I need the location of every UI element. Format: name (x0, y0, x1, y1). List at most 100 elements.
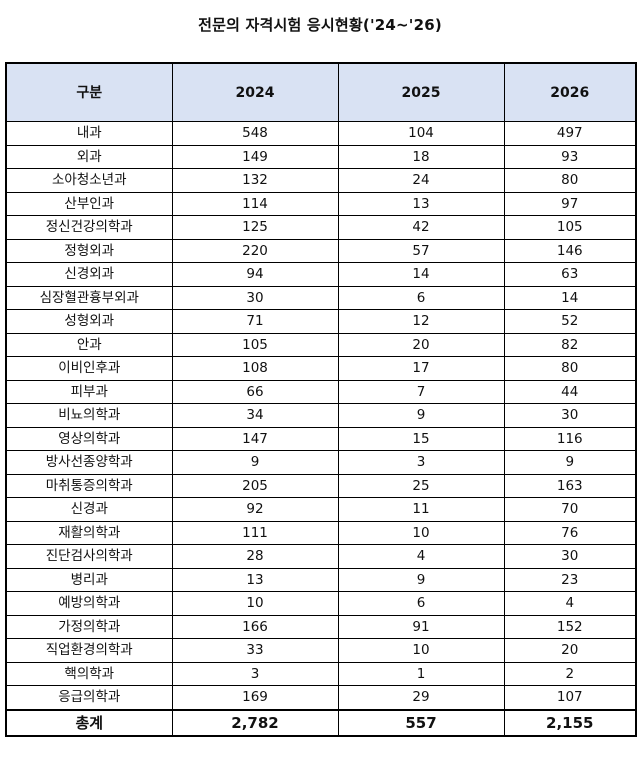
specialty-cell: 응급의학과 (5, 685, 173, 710)
table-row: 직업환경의학과 33 10 20 (5, 638, 637, 663)
specialty-cell: 정신건강의학과 (5, 215, 173, 240)
specialty-cell: 산부인과 (5, 191, 173, 216)
value-2024-cell: 205 (171, 473, 339, 498)
value-2024-cell: 92 (171, 497, 339, 522)
header-category: 구분 (5, 62, 173, 122)
table-row: 신경과 92 11 70 (5, 497, 637, 522)
table-row: 마취통증의학과 205 25 163 (5, 473, 637, 498)
value-2026-cell: 30 (503, 544, 637, 569)
value-2024-cell: 94 (171, 262, 339, 287)
table-row: 안과 105 20 82 (5, 332, 637, 357)
table-row: 심장혈관흉부외과 30 6 14 (5, 285, 637, 310)
table-row: 비뇨의학과 34 9 30 (5, 403, 637, 428)
value-2026-cell: 80 (503, 356, 637, 381)
value-2025-cell: 3 (337, 450, 505, 475)
value-2025-cell: 24 (337, 168, 505, 193)
table-row: 가정의학과 166 91 152 (5, 614, 637, 639)
value-2024-cell: 149 (171, 144, 339, 169)
value-2025-cell: 14 (337, 262, 505, 287)
value-2025-cell: 42 (337, 215, 505, 240)
value-2025-cell: 11 (337, 497, 505, 522)
specialty-cell: 내과 (5, 121, 173, 146)
value-2026-cell: 52 (503, 309, 637, 334)
header-year-2025: 2025 (337, 62, 505, 122)
value-2025-cell: 12 (337, 309, 505, 334)
specialty-cell: 심장혈관흉부외과 (5, 285, 173, 310)
total-2025: 557 (337, 708, 505, 736)
value-2024-cell: 105 (171, 332, 339, 357)
value-2024-cell: 9 (171, 450, 339, 475)
value-2026-cell: 116 (503, 426, 637, 451)
specialty-cell: 비뇨의학과 (5, 403, 173, 428)
value-2026-cell: 97 (503, 191, 637, 216)
value-2025-cell: 17 (337, 356, 505, 381)
specialty-cell: 이비인후과 (5, 356, 173, 381)
value-2026-cell: 2 (503, 661, 637, 686)
value-2024-cell: 132 (171, 168, 339, 193)
value-2025-cell: 91 (337, 614, 505, 639)
value-2024-cell: 147 (171, 426, 339, 451)
specialty-cell: 피부과 (5, 379, 173, 404)
value-2024-cell: 125 (171, 215, 339, 240)
value-2026-cell: 497 (503, 121, 637, 146)
value-2025-cell: 18 (337, 144, 505, 169)
value-2025-cell: 13 (337, 191, 505, 216)
header-year-2026: 2026 (503, 62, 637, 122)
table-row: 진단검사의학과 28 4 30 (5, 544, 637, 569)
value-2025-cell: 10 (337, 638, 505, 663)
table-row: 방사선종양학과 9 3 9 (5, 450, 637, 475)
value-2026-cell: 9 (503, 450, 637, 475)
value-2026-cell: 93 (503, 144, 637, 169)
table-header-row: 구분 2024 2025 2026 (5, 62, 637, 122)
value-2024-cell: 3 (171, 661, 339, 686)
specialty-cell: 마취통증의학과 (5, 473, 173, 498)
table-row: 산부인과 114 13 97 (5, 191, 637, 216)
table-row: 예방의학과 10 6 4 (5, 591, 637, 616)
table-row: 신경외과 94 14 63 (5, 262, 637, 287)
table-row: 영상의학과 147 15 116 (5, 426, 637, 451)
table-row: 응급의학과 169 29 107 (5, 685, 637, 710)
exam-applicants-table: 구분 2024 2025 2026 내과 548 104 497 외과 149 18 93 소아… (5, 62, 637, 737)
specialty-cell: 신경외과 (5, 262, 173, 287)
value-2026-cell: 163 (503, 473, 637, 498)
value-2025-cell: 29 (337, 685, 505, 710)
value-2025-cell: 10 (337, 520, 505, 545)
total-2026: 2,155 (503, 708, 637, 736)
header-year-2024: 2024 (171, 62, 339, 122)
value-2025-cell: 9 (337, 403, 505, 428)
value-2026-cell: 146 (503, 238, 637, 263)
specialty-cell: 외과 (5, 144, 173, 169)
table-row: 병리과 13 9 23 (5, 567, 637, 592)
value-2025-cell: 6 (337, 591, 505, 616)
value-2024-cell: 169 (171, 685, 339, 710)
value-2026-cell: 44 (503, 379, 637, 404)
value-2024-cell: 108 (171, 356, 339, 381)
specialty-cell: 재활의학과 (5, 520, 173, 545)
specialty-cell: 예방의학과 (5, 591, 173, 616)
table-row: 성형외과 71 12 52 (5, 309, 637, 334)
value-2025-cell: 15 (337, 426, 505, 451)
page-title: 전문의 자격시험 응시현황('24~'26) (198, 16, 442, 34)
value-2026-cell: 80 (503, 168, 637, 193)
value-2024-cell: 33 (171, 638, 339, 663)
value-2026-cell: 105 (503, 215, 637, 240)
specialty-cell: 가정의학과 (5, 614, 173, 639)
value-2024-cell: 71 (171, 309, 339, 334)
value-2025-cell: 57 (337, 238, 505, 263)
value-2026-cell: 107 (503, 685, 637, 710)
value-2025-cell: 4 (337, 544, 505, 569)
value-2024-cell: 114 (171, 191, 339, 216)
table-row: 외과 149 18 93 (5, 144, 637, 169)
value-2026-cell: 76 (503, 520, 637, 545)
value-2024-cell: 548 (171, 121, 339, 146)
value-2024-cell: 34 (171, 403, 339, 428)
value-2025-cell: 9 (337, 567, 505, 592)
value-2025-cell: 1 (337, 661, 505, 686)
table-row: 재활의학과 111 10 76 (5, 520, 637, 545)
value-2025-cell: 7 (337, 379, 505, 404)
total-row: 총계 2,782 557 2,155 (5, 708, 637, 736)
value-2024-cell: 10 (171, 591, 339, 616)
value-2024-cell: 28 (171, 544, 339, 569)
value-2024-cell: 220 (171, 238, 339, 263)
value-2024-cell: 166 (171, 614, 339, 639)
